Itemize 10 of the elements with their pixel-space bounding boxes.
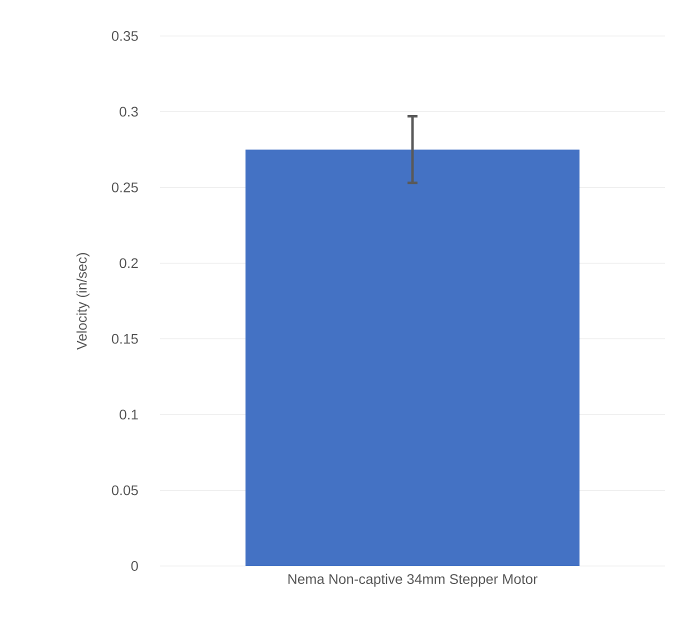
- y-tick-label: 0.2: [120, 258, 138, 268]
- y-tick-label: 0.25: [112, 182, 138, 192]
- y-tick-label: 0.05: [112, 485, 138, 496]
- y-tick-label: 0.35: [112, 31, 138, 41]
- y-tick-label: 0.1: [120, 410, 138, 420]
- y-axis-title: Velocity (in/sec): [76, 253, 90, 350]
- x-tick-label: Nema Non-captive 34mm Stepper Motor: [288, 574, 538, 587]
- y-tick-label: 0.3: [120, 106, 138, 117]
- y-tick-label: 0.15: [112, 334, 138, 344]
- y-tick-label: 0: [131, 561, 138, 571]
